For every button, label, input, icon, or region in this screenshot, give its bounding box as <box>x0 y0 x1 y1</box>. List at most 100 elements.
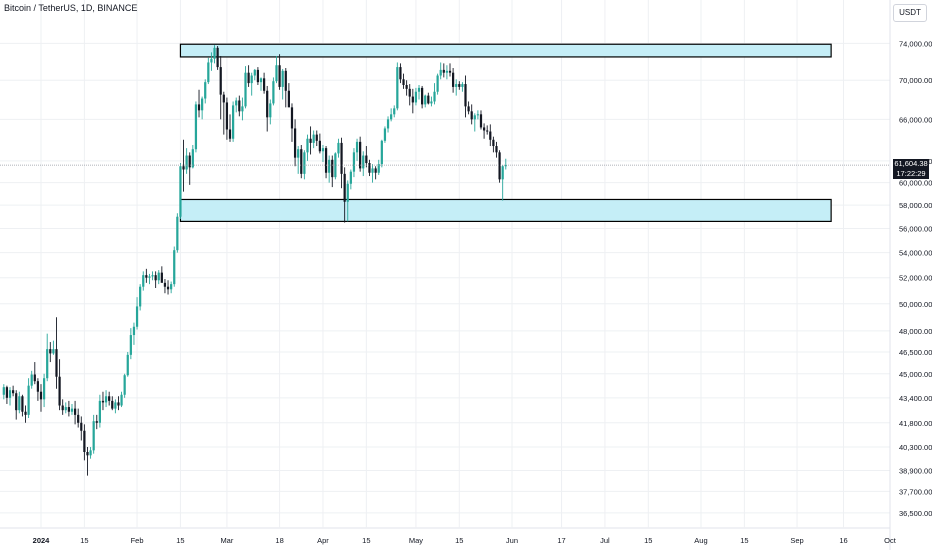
candle <box>352 148 356 178</box>
candle-body <box>315 134 318 141</box>
candle-body <box>318 140 321 152</box>
candle <box>213 45 216 64</box>
x-tick-label: 16 <box>839 536 847 545</box>
candle-body <box>207 62 210 83</box>
candle <box>11 385 15 397</box>
candle-body <box>77 414 80 423</box>
candle <box>219 56 222 120</box>
candle <box>390 108 393 122</box>
candle <box>151 271 154 281</box>
candle-body <box>272 81 275 104</box>
candle <box>365 146 368 168</box>
candle-body <box>55 349 58 377</box>
candle <box>139 284 142 311</box>
candle <box>405 80 408 96</box>
y-tick-label: 60,000.00 <box>899 179 932 188</box>
candle <box>24 405 27 423</box>
candle-body <box>201 98 204 111</box>
candle-body <box>30 374 33 386</box>
candle <box>49 342 52 363</box>
candle-body <box>461 84 464 87</box>
candle <box>18 391 21 414</box>
candle <box>293 119 297 167</box>
grid <box>0 0 891 529</box>
candle <box>235 97 238 113</box>
candle <box>427 92 430 105</box>
candle <box>337 138 340 158</box>
candle-body <box>411 96 414 103</box>
candle <box>421 85 424 109</box>
x-tick-label: 15 <box>455 536 463 545</box>
candle-body <box>324 148 328 173</box>
candle <box>408 84 411 106</box>
candle-body <box>253 69 256 76</box>
candle-body <box>386 119 390 129</box>
candle <box>77 408 80 428</box>
candle <box>98 394 101 428</box>
candle-body <box>340 142 343 174</box>
candle-body <box>355 141 359 153</box>
candle <box>55 317 58 389</box>
candle <box>455 79 458 96</box>
candle <box>464 75 467 118</box>
y-tick-label: 41,800.00 <box>899 419 932 428</box>
candle <box>46 333 49 382</box>
candle <box>80 416 83 441</box>
candle <box>473 113 476 132</box>
candle <box>402 73 405 89</box>
candle-body <box>365 155 368 164</box>
candle-body <box>160 272 163 283</box>
currency-button[interactable]: USDT <box>893 4 927 22</box>
candle-body <box>111 400 114 409</box>
candle <box>61 399 64 415</box>
candle-body <box>455 84 458 87</box>
candle-body <box>417 87 421 92</box>
candle <box>259 77 263 91</box>
candle-body <box>486 130 489 132</box>
price-axis: 74,000.0070,000.0066,000.0062,000.0060,0… <box>889 0 932 550</box>
candle <box>417 85 421 100</box>
candle <box>132 322 136 345</box>
candle <box>492 136 495 153</box>
candle <box>188 152 191 185</box>
candle <box>334 152 337 180</box>
candle-body <box>204 82 207 99</box>
candle-body <box>92 421 95 451</box>
candle <box>145 268 148 283</box>
y-tick-label: 36,500.00 <box>899 509 932 518</box>
candle-body <box>476 114 480 116</box>
candle-body <box>191 149 194 168</box>
resistance-zone <box>179 43 832 58</box>
candle <box>470 104 473 125</box>
candle-body <box>408 88 411 97</box>
candle-body <box>269 103 272 118</box>
zones <box>179 43 832 223</box>
candle-body <box>470 111 473 120</box>
candle-body <box>445 70 449 73</box>
candle-body <box>504 165 507 167</box>
candle-body <box>117 402 120 406</box>
time-axis: 2024 15 Feb 15 Mar 18 Apr 15 May 15 Jun 17 Jul 15 Aug 1… <box>33 536 897 545</box>
candle-body <box>213 47 216 59</box>
candle-body <box>467 106 470 112</box>
candle-body <box>80 422 83 431</box>
candle <box>120 391 123 408</box>
candle-body <box>179 166 182 217</box>
candle-body <box>197 104 201 111</box>
candle-body <box>145 275 148 278</box>
candle <box>324 146 328 179</box>
candle-body <box>383 128 387 141</box>
candle <box>15 390 18 420</box>
candle <box>210 52 213 71</box>
candle <box>126 351 129 377</box>
candle-body <box>421 87 424 105</box>
candle <box>42 373 46 408</box>
candle-body <box>46 349 49 379</box>
candle <box>148 273 151 285</box>
candle-body <box>95 421 98 423</box>
countdown-label: 17:22:29 <box>893 169 929 180</box>
candle <box>498 150 501 183</box>
candle <box>346 180 349 222</box>
